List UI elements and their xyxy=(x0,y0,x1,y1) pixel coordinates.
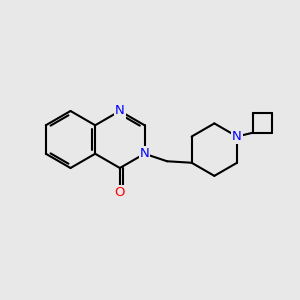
Text: N: N xyxy=(232,130,242,143)
Text: N: N xyxy=(115,104,125,118)
Text: O: O xyxy=(115,186,125,199)
Text: N: N xyxy=(140,147,149,160)
